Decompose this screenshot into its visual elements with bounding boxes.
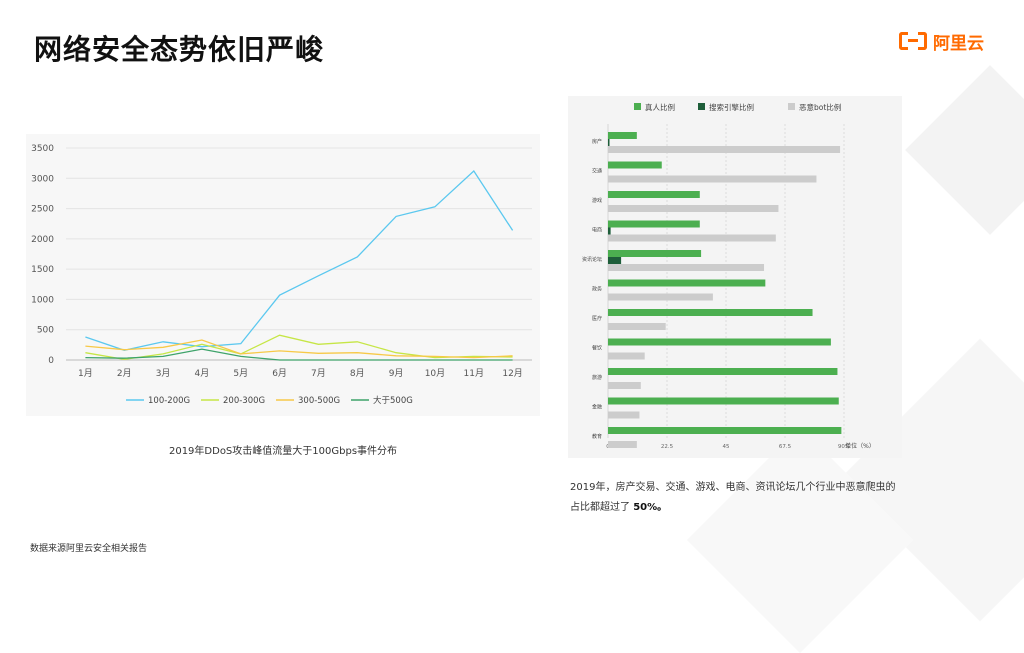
- logo: 阿里云: [899, 30, 984, 54]
- x-tick-label: 11月: [464, 368, 484, 379]
- bar-search-engine: [608, 227, 611, 235]
- category-label: 旅游: [592, 374, 602, 381]
- bar-bad-bot: [608, 352, 645, 360]
- category-label: 房产: [592, 138, 602, 145]
- category-label: 交通: [592, 168, 602, 175]
- category-label: 医疗: [592, 315, 602, 322]
- caption-highlight: 50%。: [633, 502, 668, 513]
- bar-human: [608, 161, 662, 169]
- y-tick-label: 1500: [31, 265, 54, 275]
- series-line: [85, 170, 514, 351]
- x-axis-unit-label: 单位（%）: [845, 442, 875, 450]
- legend-label: 搜索引擎比例: [709, 102, 754, 112]
- x-tick-label: 9月: [389, 368, 404, 379]
- bar-human: [608, 427, 842, 434]
- x-tick-label: 12月: [502, 368, 522, 379]
- category-label: 游戏: [592, 197, 602, 204]
- bar-bad-bot: [608, 293, 713, 301]
- category-label: 政务: [592, 286, 602, 293]
- bar-bad-bot: [608, 382, 641, 389]
- x-tick-label: 10月: [425, 368, 445, 379]
- bar-bad-bot: [608, 175, 817, 183]
- bar-human: [608, 250, 702, 257]
- x-tick-label: 1月: [78, 368, 93, 379]
- category-label: 资讯论坛: [582, 256, 602, 263]
- logo-text: 阿里云: [933, 33, 984, 54]
- bar-human: [608, 220, 700, 228]
- bar-human: [608, 368, 838, 375]
- x-tick-label: 3月: [156, 368, 171, 379]
- legend-label: 100-200G: [148, 396, 190, 406]
- series-line: [85, 334, 513, 361]
- x-tick-label: 4月: [195, 368, 210, 379]
- legend-swatch: [634, 103, 641, 110]
- category-label: 电商: [592, 227, 602, 234]
- bar-bad-bot: [608, 146, 841, 153]
- y-tick-label: 2000: [31, 235, 54, 245]
- legend-label: 200-300G: [223, 396, 265, 406]
- source-footer: 数据来源阿里云安全相关报告: [30, 544, 148, 554]
- bar-bad-bot: [608, 264, 765, 271]
- bar-search-engine: [608, 257, 622, 264]
- x-tick-label: 8月: [350, 368, 365, 379]
- x-tick-label: 6月: [272, 368, 287, 379]
- bar-human: [608, 132, 637, 139]
- bar-human: [608, 397, 839, 405]
- line-chart-caption: 2019年DDoS攻击峰值流量大于100Gbps事件分布: [168, 446, 398, 457]
- x-tick-label: 90%: [838, 444, 850, 450]
- legend-label: 真人比例: [645, 102, 675, 112]
- y-tick-label: 1000: [31, 295, 54, 305]
- y-tick-label: 500: [37, 326, 54, 336]
- caption-text: 2019年，房产交易、交通、游戏、电商、资讯论坛几个行业中恶意爬虫的占比都超过了: [570, 482, 896, 513]
- legend-label: 恶意bot比例: [799, 102, 841, 112]
- bar-bad-bot: [608, 411, 640, 419]
- x-tick-label: 67.5: [779, 444, 792, 450]
- bar-search-engine: [608, 139, 610, 146]
- series-line: [85, 348, 513, 361]
- ddos-line-chart: 0 500 1000 1500 2000 2500 3000 3500 1月 2月 3月 4月 5月 6月…: [26, 134, 540, 416]
- x-tick-label: 45: [723, 444, 730, 450]
- y-tick-label: 3500: [31, 144, 54, 154]
- x-tick-label: 7月: [311, 368, 326, 379]
- page-title: 网络安全态势依旧严峻: [34, 33, 325, 66]
- category-label: 餐饮: [592, 345, 602, 352]
- category-label: 金融: [592, 404, 602, 411]
- legend-swatch: [698, 103, 705, 110]
- x-tick-label: 2月: [117, 368, 132, 379]
- bar-chart-svg: 真人比例搜索引擎比例恶意bot比例022.54567.590%单位（%）房产交通…: [582, 102, 875, 450]
- y-tick-label: 2500: [31, 205, 54, 215]
- legend-swatch: [788, 103, 795, 110]
- bot-ratio-bar-chart: 真人比例搜索引擎比例恶意bot比例022.54567.590%单位（%）房产交通…: [568, 96, 902, 458]
- y-tick-label: 3000: [31, 174, 54, 184]
- aliyun-logo-icon: [899, 32, 927, 50]
- line-chart-svg: 0 500 1000 1500 2000 2500 3000 3500 1月 2月 3月 4月 5月 6月…: [31, 144, 532, 406]
- category-label: 教育: [592, 433, 602, 440]
- bar-bad-bot: [608, 234, 776, 242]
- legend-label: 300-500G: [298, 396, 340, 406]
- bar-human: [608, 338, 831, 346]
- y-tick-label: 0: [48, 356, 54, 366]
- bar-bad-bot: [608, 323, 666, 330]
- bar-bad-bot: [608, 441, 637, 448]
- background-shape: [905, 65, 1024, 235]
- series-line: [85, 339, 513, 359]
- bar-human: [608, 279, 766, 287]
- x-tick-label: 22.5: [661, 444, 674, 450]
- legend-label: 大于500G: [373, 395, 413, 406]
- x-tick-label: 5月: [233, 368, 248, 379]
- bar-bad-bot: [608, 205, 779, 212]
- bar-human: [608, 309, 813, 316]
- bar-chart-caption: 2019年，房产交易、交通、游戏、电商、资讯论坛几个行业中恶意爬虫的占比都超过了…: [570, 478, 900, 518]
- bar-human: [608, 191, 700, 198]
